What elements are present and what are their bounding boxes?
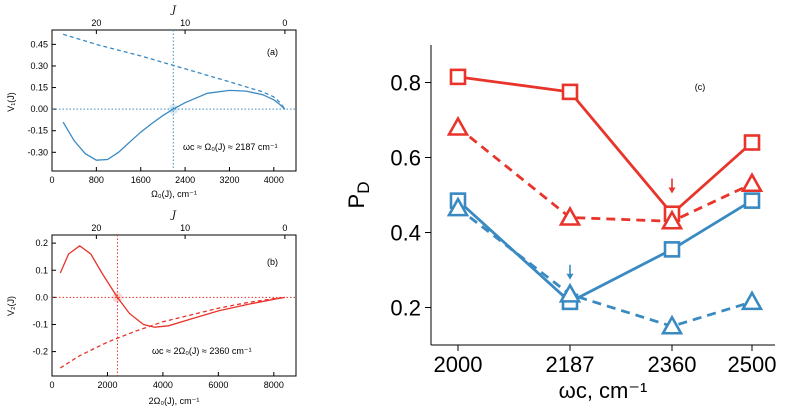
square-marker xyxy=(663,241,681,258)
series-blue-squares-line xyxy=(457,199,753,304)
series-dashed-line xyxy=(59,296,285,369)
triangle-marker xyxy=(558,205,582,226)
panel-b-x-ticks: 0 2000 4000 6000 8000 xyxy=(49,372,284,390)
panel-a-top-axis-label: J xyxy=(170,5,177,16)
x-tick-label: 800 xyxy=(89,175,104,185)
triangle-marker xyxy=(660,209,684,230)
x-tick-label: 2000 xyxy=(434,352,483,377)
triangle-marker xyxy=(558,282,582,303)
panel-a: 0 800 1600 2400 3200 4000 -0.30 -0.15 0.00 0.15 0… xyxy=(6,5,297,199)
panel-a-series xyxy=(62,33,286,161)
panel-c: 2000 2187 2360 2500 0.2 0.4 0.6 0.8 PD ωᴄ, cm⁻… xyxy=(344,45,776,403)
panel-c-x-ticks: 2000 2187 2360 2500 xyxy=(434,345,777,377)
y-tick-label: 0.8 xyxy=(390,71,421,96)
x-tick-label: 3200 xyxy=(219,175,239,185)
panel-a-label: (a) xyxy=(267,47,278,57)
panel-a-y-label: V₁(J) xyxy=(6,92,16,112)
square-marker xyxy=(743,134,761,151)
panel-a-annotation: ωᴄ ≈ Ω₀(J) ≈ 2187 cm⁻¹ xyxy=(183,142,278,152)
x-tick-label: 1600 xyxy=(131,175,151,185)
triangle-marker xyxy=(446,115,470,136)
panel-b: 0 2000 4000 6000 8000 -0.2 -0.1 0.0 0.1 0.2 20 10… xyxy=(6,210,297,406)
triangle-marker xyxy=(660,314,684,335)
panel-a-top-ticks: 20 10 0 xyxy=(91,18,287,34)
x-tick-label: 8000 xyxy=(264,380,284,390)
y-tick-label: 0.1 xyxy=(35,265,48,275)
arrow-head xyxy=(566,273,574,280)
top-tick-label: 0 xyxy=(282,223,287,233)
y-tick-label: -0.30 xyxy=(27,147,48,157)
panel-b-series xyxy=(59,244,286,369)
panel-b-frame xyxy=(51,234,297,377)
y-tick-label: 0.30 xyxy=(30,61,48,71)
triangle-marker xyxy=(740,172,764,193)
x-tick-label: 0 xyxy=(49,175,54,185)
y-tick-label: 0.6 xyxy=(390,146,421,171)
panel-b-y-label: V₂(J) xyxy=(6,296,16,316)
x-tick-label: 2400 xyxy=(175,175,195,185)
x-tick-label: 2187 xyxy=(546,352,595,377)
panel-c-series xyxy=(446,68,764,335)
series-blue-triangles-line xyxy=(457,206,753,328)
panel-b-y-ticks: -0.2 -0.1 0.0 0.1 0.2 xyxy=(32,238,56,357)
triangle-marker xyxy=(446,196,470,217)
top-tick-label: 10 xyxy=(180,18,190,28)
panel-a-frame xyxy=(51,29,297,172)
panel-a-x-label: Ω₀(J), cm⁻¹ xyxy=(151,189,197,199)
series-solid-line xyxy=(59,244,286,328)
x-tick-label: 2000 xyxy=(97,380,117,390)
panel-b-label: (b) xyxy=(267,257,278,267)
y-tick-label: 0.00 xyxy=(30,104,48,114)
x-tick-label: 6000 xyxy=(208,380,228,390)
series-red-triangles-line xyxy=(457,126,753,223)
panel-c-x-label: ωᴄ, cm⁻¹ xyxy=(559,378,648,403)
y-tick-label: 0.15 xyxy=(30,83,48,93)
panel-c-arrows xyxy=(566,178,676,280)
panel-c-label: (c) xyxy=(695,82,706,92)
panel-b-top-axis-label: J xyxy=(170,210,177,221)
top-tick-label: 0 xyxy=(282,18,287,28)
x-tick-label: 4000 xyxy=(153,380,173,390)
y-tick-label: 0.45 xyxy=(30,39,48,49)
y-tick-label: -0.15 xyxy=(27,126,48,136)
y-tick-label: 0.4 xyxy=(390,221,421,246)
y-tick-label: 0.2 xyxy=(390,296,421,321)
y-tick-label: -0.2 xyxy=(32,347,48,357)
x-tick-label: 2500 xyxy=(728,352,777,377)
panel-c-y-ticks: 0.2 0.4 0.6 0.8 xyxy=(390,71,431,321)
y-tick-label: -0.1 xyxy=(32,319,48,329)
top-tick-label: 20 xyxy=(91,18,101,28)
x-tick-label: 2360 xyxy=(648,352,697,377)
series-dashed-line xyxy=(62,33,286,110)
panel-a-x-ticks: 0 800 1600 2400 3200 4000 xyxy=(49,167,284,185)
y-tick-label: 0.0 xyxy=(35,292,48,302)
triangle-marker xyxy=(740,290,764,311)
top-tick-label: 20 xyxy=(91,223,101,233)
panel-b-x-label: 2Ω₀(J), cm⁻¹ xyxy=(149,396,200,406)
top-tick-label: 10 xyxy=(180,223,190,233)
square-marker xyxy=(449,68,467,86)
panel-b-annotation: ωᴄ ≈ 2Ω₀(J) ≈ 2360 cm⁻¹ xyxy=(152,346,252,356)
series-red-squares-line xyxy=(457,75,753,216)
panel-c-y-label: PD xyxy=(344,182,373,209)
arrow-head xyxy=(668,187,676,194)
square-marker xyxy=(561,83,579,101)
x-tick-label: 0 xyxy=(49,380,54,390)
series-solid-line xyxy=(62,89,286,161)
square-marker xyxy=(743,192,761,209)
x-tick-label: 4000 xyxy=(264,175,284,185)
y-tick-label: 0.2 xyxy=(35,238,48,248)
panel-b-top-ticks: 20 10 0 xyxy=(91,223,287,239)
